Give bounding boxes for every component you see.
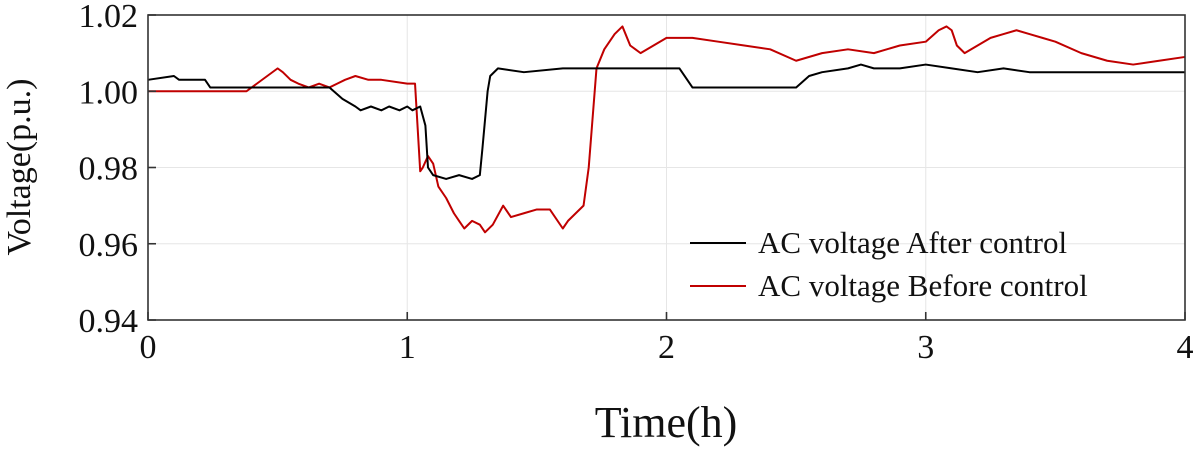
y-tick-label: 0.94 [79,303,139,340]
axis-ticks: 0 1 2 3 4 0.94 0.96 0.98 1.00 1.02 [79,0,1194,366]
series-line-before-control [148,25,1186,234]
series-line-after-control [147,63,1185,180]
y-tick-label: 1.02 [79,0,139,35]
y-tick-label: 0.96 [79,227,139,264]
y-tick-label: 1.00 [79,74,139,111]
legend-label-before: AC voltage Before control [758,268,1088,303]
grid [148,15,1185,320]
legend: AC voltage After control AC voltage Befo… [690,225,1088,303]
legend-label-after: AC voltage After control [758,225,1067,260]
x-tick-label: 1 [399,329,416,366]
x-tick-label: 2 [658,329,675,366]
x-tick-label: 0 [140,329,157,366]
series-lines [147,25,1186,234]
x-tick-label: 3 [917,329,934,366]
y-tick-label: 0.98 [79,151,139,188]
x-axis-label: Time(h) [595,398,738,447]
x-tick-label: 4 [1177,329,1194,366]
y-axis-label: Voltage(p.u.) [1,79,38,256]
